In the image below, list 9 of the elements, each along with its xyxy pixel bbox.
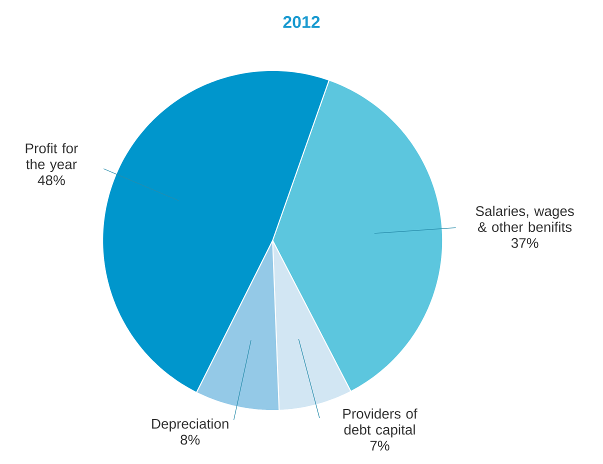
data-label: 37% bbox=[511, 238, 538, 248]
chart-title: 2012 bbox=[283, 16, 320, 28]
slice-label: Profit for the year bbox=[26, 143, 78, 172]
data-label: 48% bbox=[38, 175, 65, 186]
data-label: 8% bbox=[180, 434, 200, 445]
slice-label: Depreciation bbox=[152, 418, 228, 432]
data-label: 7% bbox=[370, 440, 390, 451]
slice-label: Providers of debt capital bbox=[343, 408, 418, 438]
slice-label: Salaries, wages & other benifits bbox=[476, 206, 574, 232]
